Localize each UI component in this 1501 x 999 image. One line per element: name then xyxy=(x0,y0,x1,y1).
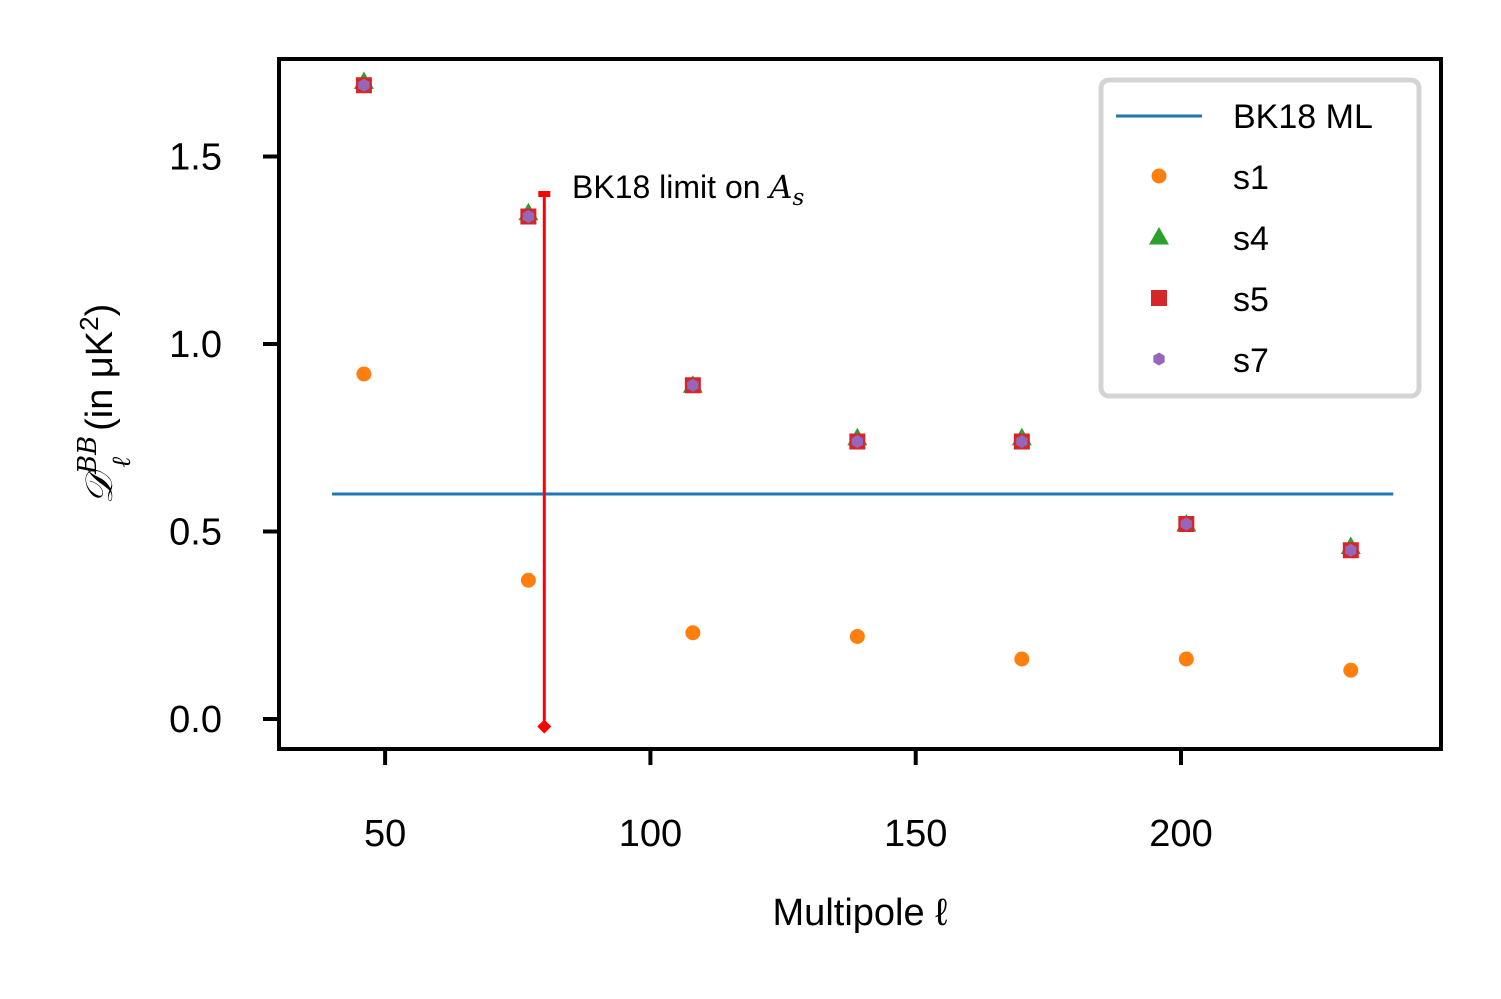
x-axis-label: Multipole ℓ xyxy=(773,892,948,934)
limit-annotation-label: BK18 limit on As xyxy=(572,168,805,211)
x-tick-label: 50 xyxy=(364,813,406,855)
legend: BK18 ML s1 s4 s5 s7 xyxy=(1098,77,1422,399)
legend-entry-s4: s4 xyxy=(1149,220,1269,258)
point-s7-170 xyxy=(1016,435,1028,448)
limit-annotation-text: BK18 limit on xyxy=(572,169,769,205)
x-axis: 50 100 150 200 xyxy=(364,751,1213,855)
point-s1-201 xyxy=(1178,651,1194,667)
legend-label: s7 xyxy=(1233,342,1269,380)
point-s1-139 xyxy=(849,629,865,644)
y-axis-label-exponent: 2 xyxy=(74,316,104,330)
limit-arrow-cap xyxy=(538,191,551,197)
legend-entry-bk18-ml: BK18 ML xyxy=(1116,98,1373,136)
x-tick-label: 150 xyxy=(884,813,947,855)
limit-arrow-head xyxy=(537,719,552,734)
point-s7-232 xyxy=(1345,543,1357,557)
point-s1-108 xyxy=(685,625,701,641)
legend-entry-s5: s5 xyxy=(1151,281,1269,319)
y-tick-label: 0.5 xyxy=(169,512,222,554)
legend-entry-s1: s1 xyxy=(1151,159,1269,197)
point-s7-108 xyxy=(687,378,699,392)
legend-frame xyxy=(1098,77,1422,399)
point-s1-46 xyxy=(356,366,372,382)
legend-label: s4 xyxy=(1233,220,1269,258)
y-tick-label: 1.5 xyxy=(169,137,222,179)
point-s1-77 xyxy=(520,572,536,588)
y-axis-label-superscript: BB xyxy=(73,436,103,475)
legend-marker-swatch xyxy=(1153,352,1165,366)
point-s1-232 xyxy=(1343,662,1359,678)
y-axis-label-subscript: ℓ xyxy=(107,457,137,468)
point-s7-77 xyxy=(522,210,535,223)
legend-entry-s7: s7 xyxy=(1153,342,1269,380)
series-s7 xyxy=(358,78,1357,557)
legend-marker-swatch xyxy=(1151,290,1167,306)
annotation-layer: BK18 limit on As xyxy=(537,168,805,734)
point-s7-46 xyxy=(358,78,370,92)
legend-marker-swatch xyxy=(1151,168,1167,184)
y-tick-label: 1.0 xyxy=(169,324,222,366)
legend-label: BK18 ML xyxy=(1233,98,1373,136)
limit-annotation-subscript: s xyxy=(793,185,805,211)
x-tick-label: 100 xyxy=(619,813,682,855)
y-axis-label-close: ) xyxy=(79,304,121,317)
point-s1-170 xyxy=(1014,651,1030,667)
y-axis-label-text: (in μK xyxy=(79,331,121,431)
point-s7-201 xyxy=(1180,517,1192,531)
legend-label: s5 xyxy=(1233,281,1269,319)
marker-layer xyxy=(353,71,1361,678)
series-s1 xyxy=(356,366,1359,678)
x-tick-label: 200 xyxy=(1149,813,1212,855)
y-tick-label: 0.0 xyxy=(169,699,222,741)
legend-label: s1 xyxy=(1233,159,1269,197)
limit-annotation-symbol: A xyxy=(766,168,792,206)
legend-entries: BK18 ML s1 s4 s5 s7 xyxy=(1116,98,1373,380)
plot-frame xyxy=(277,57,1443,751)
y-axis: 0.0 0.5 1.0 1.5 xyxy=(169,137,277,741)
legend-marker-swatch xyxy=(1149,227,1169,245)
point-s7-139 xyxy=(851,435,863,448)
